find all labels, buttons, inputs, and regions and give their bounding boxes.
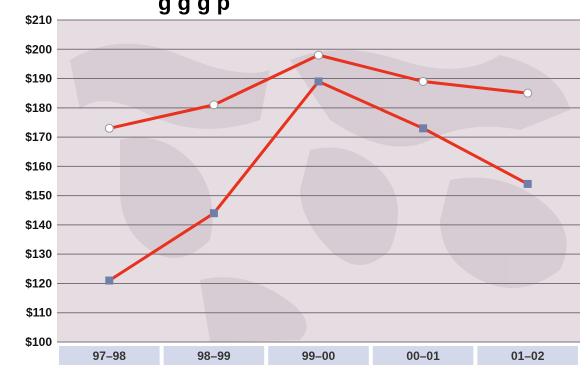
data-point bbox=[523, 179, 532, 188]
data-point bbox=[209, 209, 218, 218]
y-tick-label: $200 bbox=[25, 42, 52, 56]
x-axis: 97–98 98–99 99–00 00–01 01–02 bbox=[59, 346, 578, 365]
series-2 bbox=[105, 77, 532, 285]
y-tick-label: $120 bbox=[25, 276, 52, 290]
data-point bbox=[419, 124, 428, 133]
x-tick-label: 01–02 bbox=[511, 349, 545, 363]
x-category-tab bbox=[372, 346, 474, 365]
title-fragment: g g g p bbox=[158, 0, 230, 15]
x-category-tab bbox=[268, 346, 369, 365]
data-point bbox=[209, 100, 219, 110]
gridlines bbox=[57, 19, 580, 343]
y-tick-label: $190 bbox=[25, 72, 52, 86]
y-axis: $210 $200 $190 $180 $170 $160 $150 $140 $130 $120… bbox=[25, 13, 52, 349]
data-point bbox=[314, 50, 323, 60]
y-tick-label: $210 bbox=[25, 13, 52, 27]
y-tick-label: $140 bbox=[25, 218, 52, 232]
x-tick-label: 99–00 bbox=[302, 349, 336, 363]
y-tick-label: $170 bbox=[25, 130, 52, 144]
svg-text:g g g p: g g g p bbox=[158, 0, 230, 15]
y-tick-label: $180 bbox=[25, 101, 52, 115]
data-point bbox=[314, 77, 323, 86]
data-point bbox=[104, 123, 114, 133]
x-tick-label: 97–98 bbox=[93, 349, 127, 363]
series-1 bbox=[104, 50, 533, 133]
y-tick-label: $110 bbox=[26, 306, 52, 320]
data-point bbox=[418, 76, 428, 86]
y-tick-label: $100 bbox=[25, 335, 52, 349]
y-tick-label: $160 bbox=[25, 159, 52, 173]
x-tick-label: 98–99 bbox=[197, 349, 231, 363]
x-category-tab bbox=[477, 346, 578, 365]
data-point bbox=[105, 276, 114, 285]
x-category-tab bbox=[59, 346, 160, 365]
x-category-tab bbox=[163, 346, 265, 365]
plot-area bbox=[57, 19, 580, 343]
x-tick-label: 00–01 bbox=[406, 349, 440, 363]
data-point bbox=[523, 88, 533, 98]
y-tick-label: $150 bbox=[25, 189, 52, 203]
y-tick-label: $130 bbox=[25, 247, 52, 261]
series-layer bbox=[104, 50, 533, 285]
